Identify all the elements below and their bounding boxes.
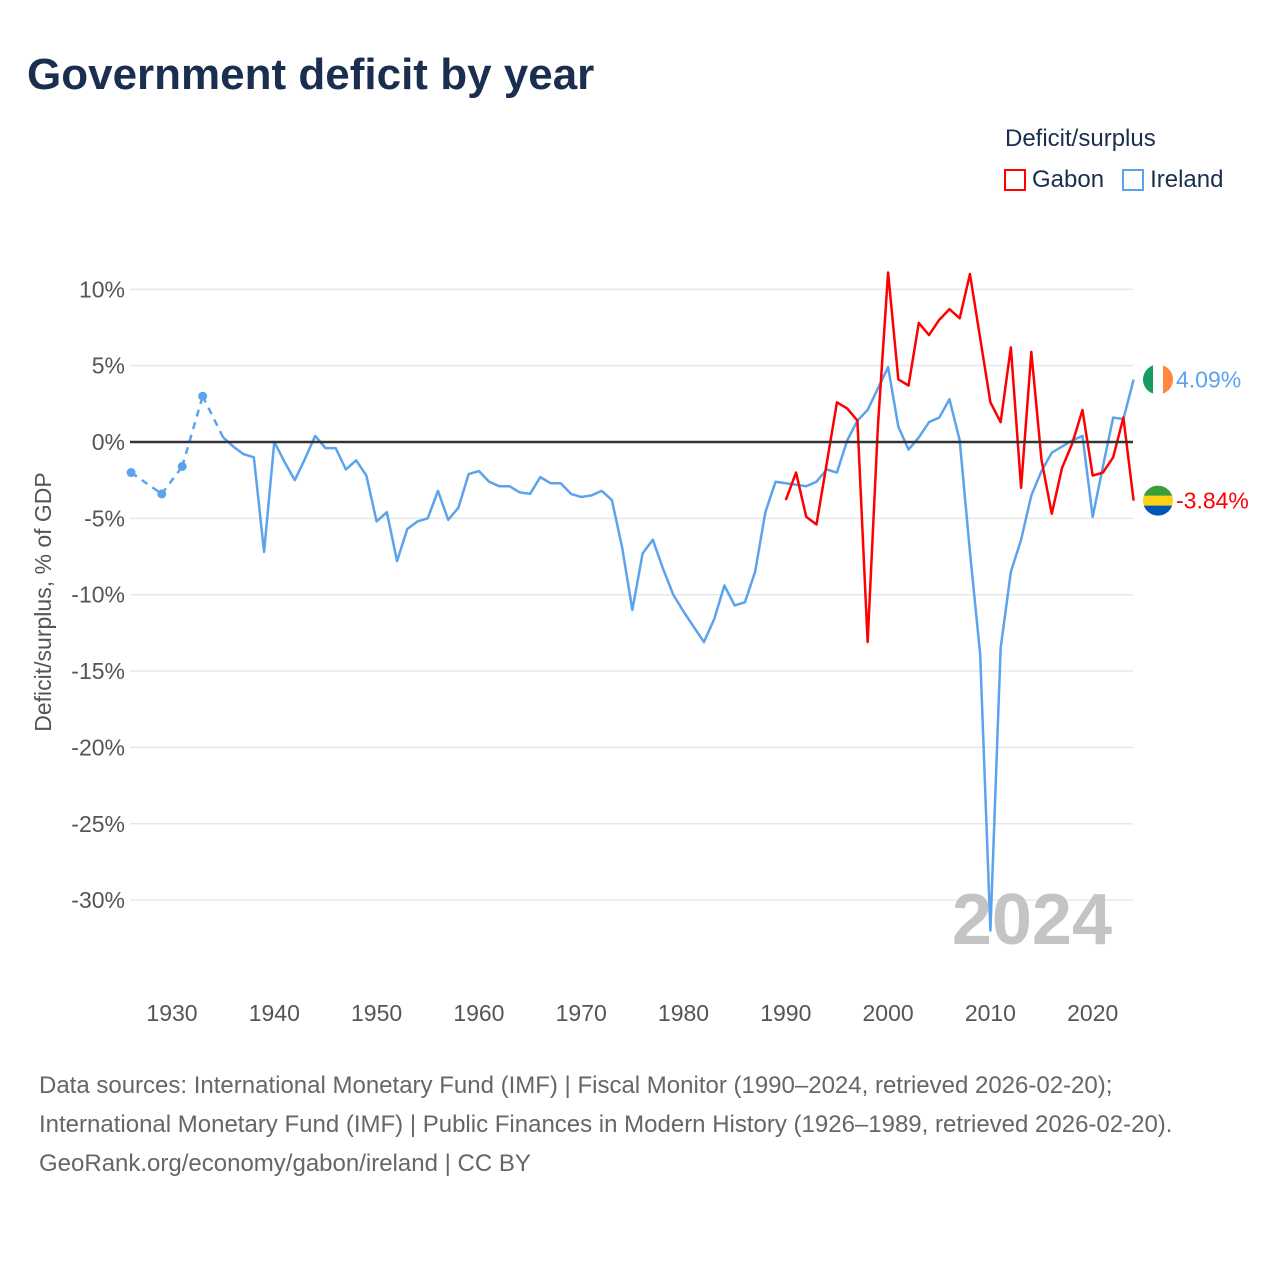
legend: Gabon Ireland: [1004, 166, 1223, 194]
ireland-point: [157, 489, 167, 499]
legend-swatch-gabon: [1004, 169, 1026, 191]
y-tick-label: -20%: [71, 734, 125, 760]
ireland-point: [198, 391, 208, 401]
ireland-point: [177, 461, 187, 471]
y-tick-label: -25%: [71, 811, 125, 837]
legend-title: Deficit/surplus: [1005, 125, 1156, 152]
legend-label-gabon: Gabon: [1032, 166, 1105, 193]
x-tick-label: 1970: [556, 1000, 607, 1026]
x-tick-label: 1960: [453, 1000, 504, 1026]
y-tick-label: 0%: [92, 429, 125, 455]
y-tick-label: 10%: [79, 276, 125, 302]
x-tick-label: 1950: [351, 1000, 402, 1026]
credit-link[interactable]: GeoRank.org/economy/gabon/ireland | CC B…: [39, 1150, 531, 1177]
y-tick-label: 5%: [92, 353, 125, 379]
gabon-flag-icon: [1143, 485, 1173, 516]
x-tick-label: 2010: [965, 1000, 1016, 1026]
ireland-gap-segment: [201, 395, 225, 438]
ireland-gap-segment: [181, 395, 204, 467]
x-tick-label: 1940: [249, 1000, 300, 1026]
legend-label-ireland: Ireland: [1150, 166, 1224, 193]
ireland-flag-icon: [1143, 364, 1173, 395]
footer: Data sources: International Monetary Fun…: [39, 1066, 1249, 1183]
ireland-line: [222, 365, 1135, 932]
x-tick-label: 2020: [1067, 1000, 1118, 1026]
x-tick-label: 1930: [146, 1000, 197, 1026]
ireland-gap-segment: [130, 471, 163, 495]
gabon-line: [784, 271, 1135, 644]
ireland-end-label: 4.09%: [1176, 367, 1241, 393]
x-tick-label: 1980: [658, 1000, 709, 1026]
y-tick-label: -15%: [71, 658, 125, 684]
gabon-end-label: -3.84%: [1176, 488, 1249, 514]
y-axis-label: Deficit/surplus, % of GDP: [30, 472, 56, 731]
x-tick-label: 1990: [760, 1000, 811, 1026]
legend-swatch-ireland: [1122, 169, 1145, 191]
ireland-point: [126, 468, 136, 478]
data-sources: Data sources: International Monetary Fun…: [39, 1072, 1173, 1138]
y-tick-label: -30%: [71, 887, 125, 913]
legend-item-ireland[interactable]: Ireland: [1122, 166, 1223, 194]
x-tick-label: 2000: [863, 1000, 914, 1026]
legend-item-gabon[interactable]: Gabon: [1004, 166, 1104, 194]
ireland-gap-segment: [160, 465, 184, 495]
y-tick-label: -5%: [84, 505, 125, 531]
chart-title: Government deficit by year: [27, 50, 595, 99]
year-watermark: 2024: [952, 880, 1112, 960]
y-tick-label: -10%: [71, 582, 125, 608]
